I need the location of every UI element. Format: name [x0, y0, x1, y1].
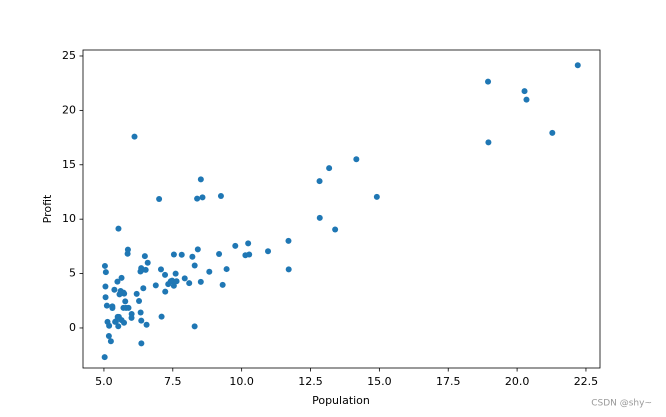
- point: [265, 248, 272, 255]
- point: [170, 251, 177, 258]
- point: [170, 282, 177, 289]
- point: [194, 195, 201, 202]
- point: [326, 165, 333, 172]
- point: [191, 262, 198, 269]
- y-tick-label: 5: [69, 267, 76, 280]
- point: [133, 290, 140, 297]
- point: [316, 214, 323, 221]
- point: [191, 323, 198, 330]
- point: [162, 271, 169, 278]
- point: [189, 253, 196, 260]
- point: [217, 192, 224, 199]
- point: [199, 194, 206, 201]
- point: [124, 246, 131, 253]
- point: [157, 266, 164, 273]
- y-tick-label: 15: [62, 158, 76, 171]
- point: [105, 333, 112, 340]
- point: [186, 280, 193, 287]
- point: [140, 285, 147, 292]
- point: [197, 176, 204, 183]
- plot-frame: [82, 49, 601, 369]
- point: [181, 275, 188, 282]
- point: [173, 278, 180, 285]
- point: [102, 294, 109, 301]
- point: [101, 262, 108, 269]
- point: [103, 302, 110, 309]
- point: [138, 340, 145, 347]
- point: [107, 338, 114, 345]
- x-tick-label: 22.5: [574, 375, 599, 388]
- y-tick-label: 20: [62, 103, 76, 116]
- point: [485, 78, 492, 85]
- point: [102, 283, 109, 290]
- point: [246, 251, 253, 258]
- x-tick-label: 10.0: [229, 375, 254, 388]
- point: [128, 314, 135, 321]
- point: [353, 156, 360, 163]
- point: [158, 313, 165, 320]
- point: [131, 133, 138, 140]
- point: [136, 298, 143, 305]
- point: [115, 225, 122, 232]
- point: [162, 288, 169, 295]
- point: [122, 298, 129, 305]
- point: [143, 321, 150, 328]
- point: [137, 309, 144, 316]
- point: [219, 281, 226, 288]
- point: [156, 196, 163, 203]
- point: [172, 270, 179, 277]
- x-tick-label: 12.5: [298, 375, 323, 388]
- x-tick-label: 20.0: [505, 375, 530, 388]
- watermark: CSDN @shy~: [591, 399, 652, 409]
- point: [141, 253, 148, 260]
- point: [332, 226, 339, 233]
- x-tick-label: 5.0: [95, 375, 113, 388]
- x-axis-label: Population: [312, 394, 370, 407]
- point: [178, 251, 185, 258]
- point: [165, 281, 172, 288]
- point: [118, 274, 125, 281]
- y-axis-label: Profit: [41, 194, 54, 223]
- point: [216, 251, 223, 258]
- y-tick-label: 10: [62, 212, 76, 225]
- x-tick-label: 7.5: [164, 375, 182, 388]
- point: [109, 303, 116, 310]
- point: [223, 266, 230, 273]
- point: [373, 193, 380, 200]
- point: [194, 246, 201, 253]
- y-tick-label: 0: [69, 321, 76, 334]
- point: [115, 323, 122, 330]
- point: [106, 322, 113, 329]
- point: [316, 178, 323, 185]
- point: [574, 62, 581, 69]
- y-tick-label: 25: [62, 49, 76, 62]
- point: [138, 317, 145, 324]
- point: [523, 96, 530, 103]
- point: [144, 259, 151, 266]
- point: [521, 88, 528, 95]
- x-tick-label: 15.0: [367, 375, 392, 388]
- point: [485, 139, 492, 146]
- point: [549, 129, 556, 136]
- x-tick-label: 17.5: [436, 375, 461, 388]
- point: [114, 278, 121, 285]
- point: [112, 318, 119, 325]
- point: [120, 304, 127, 311]
- point: [245, 240, 252, 247]
- point: [121, 319, 128, 326]
- point: [102, 269, 109, 276]
- point: [197, 278, 204, 285]
- point: [206, 268, 213, 275]
- point: [285, 237, 292, 244]
- point: [285, 266, 292, 273]
- point: [111, 286, 118, 293]
- point: [232, 242, 239, 249]
- point: [101, 354, 108, 361]
- point: [142, 266, 149, 273]
- point: [152, 282, 159, 289]
- point: [117, 288, 124, 295]
